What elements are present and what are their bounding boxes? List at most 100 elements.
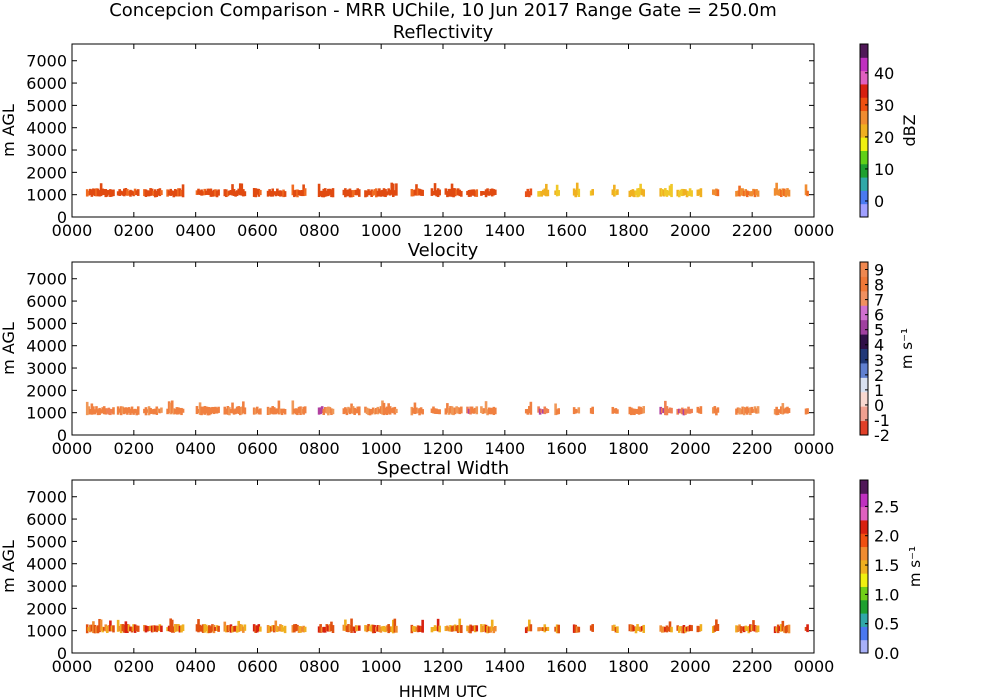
echo-column bbox=[166, 189, 169, 197]
echo-column bbox=[87, 406, 91, 415]
echo-column bbox=[676, 625, 680, 631]
echo-column bbox=[486, 188, 489, 196]
echo-column bbox=[419, 626, 423, 632]
echo-column bbox=[690, 190, 693, 197]
colorbar-tick-label: 0 bbox=[874, 396, 884, 415]
echo-column bbox=[147, 406, 151, 416]
echo-column bbox=[640, 626, 644, 631]
echo-column bbox=[172, 190, 176, 198]
panel-spectral-width: Spectral Width 0 1000 2000 3000 4000 5000 6000 7… bbox=[0, 458, 924, 676]
echo-column bbox=[209, 626, 213, 633]
echo-column bbox=[755, 408, 758, 414]
echo-column bbox=[172, 408, 176, 415]
echo-column bbox=[225, 625, 228, 633]
echo-column bbox=[665, 625, 669, 633]
echo-column bbox=[698, 189, 701, 196]
echo-column bbox=[368, 190, 372, 196]
echo-column bbox=[430, 627, 434, 633]
x-tick-label: 0000 bbox=[52, 221, 93, 240]
echo-column bbox=[433, 183, 437, 196]
echo-column bbox=[466, 190, 469, 196]
echo-column bbox=[130, 626, 134, 633]
colorbar-tick-label: 0 bbox=[874, 192, 884, 211]
colorbar-swatch bbox=[860, 110, 868, 125]
y-tick-label: 2000 bbox=[26, 599, 67, 618]
echo-column bbox=[124, 188, 128, 196]
echo-column bbox=[279, 624, 282, 632]
echo-column bbox=[109, 189, 112, 197]
echo-column bbox=[291, 625, 295, 633]
echo-column bbox=[486, 409, 489, 416]
echo-column bbox=[276, 188, 279, 196]
colorbar-swatch bbox=[860, 377, 868, 393]
x-tick-label: 2200 bbox=[732, 221, 773, 240]
echo-column bbox=[195, 624, 199, 632]
echo-column bbox=[129, 626, 132, 632]
colorbar-tick-label: 1.0 bbox=[874, 585, 899, 604]
echo-column bbox=[524, 409, 528, 414]
echo-column bbox=[739, 626, 743, 634]
echo-column bbox=[379, 406, 383, 414]
echo-column bbox=[95, 406, 98, 413]
echo-column bbox=[388, 626, 392, 633]
echo-column bbox=[456, 625, 460, 633]
echo-column bbox=[357, 189, 361, 197]
echo-column bbox=[546, 409, 550, 413]
echo-column bbox=[494, 626, 497, 632]
echo-column bbox=[786, 188, 789, 196]
echo-column bbox=[282, 627, 285, 632]
colorbar: 0 10 20 30 40 dBZ bbox=[859, 43, 919, 218]
x-tick-label: 0600 bbox=[237, 439, 278, 458]
echo-column bbox=[664, 400, 667, 416]
echo-column bbox=[413, 189, 417, 196]
echo-column bbox=[735, 190, 738, 197]
echo-column bbox=[413, 626, 417, 632]
echo-column bbox=[106, 190, 109, 197]
echo-column bbox=[124, 621, 128, 633]
echo-column bbox=[546, 626, 550, 631]
x-tick-label: 0800 bbox=[299, 439, 340, 458]
echo-column bbox=[90, 189, 94, 197]
echo-column bbox=[538, 408, 542, 415]
echo-column bbox=[421, 189, 424, 196]
colorbar-swatch bbox=[860, 57, 868, 72]
y-tick-label: 7000 bbox=[26, 52, 67, 71]
colorbar-swatch bbox=[860, 639, 868, 654]
echo-column bbox=[614, 627, 618, 633]
echo-column bbox=[180, 189, 183, 197]
colorbar-swatch bbox=[860, 599, 868, 614]
colorbar-swatch bbox=[860, 83, 868, 98]
echo-column bbox=[274, 408, 278, 415]
echo-column bbox=[637, 406, 641, 415]
y-axis-label: m AGL bbox=[0, 104, 18, 157]
echo-column bbox=[742, 190, 746, 197]
echo-column bbox=[255, 188, 259, 195]
echo-column bbox=[328, 406, 332, 414]
colorbar-swatch bbox=[860, 362, 868, 378]
panel-title: Velocity bbox=[408, 240, 479, 261]
echo-column bbox=[319, 624, 322, 633]
echo-column bbox=[381, 626, 384, 631]
echo-column bbox=[458, 189, 462, 197]
echo-column bbox=[446, 191, 449, 198]
echo-column bbox=[328, 624, 332, 632]
echo-column bbox=[524, 627, 528, 634]
echo-column bbox=[354, 408, 358, 414]
echo-column bbox=[744, 625, 748, 631]
echo-column bbox=[174, 188, 177, 197]
y-tick-label: 0 bbox=[57, 644, 67, 663]
echo-column bbox=[102, 627, 106, 631]
echo-column bbox=[229, 624, 233, 633]
x-tick-label: 0800 bbox=[299, 221, 340, 240]
echo-column bbox=[616, 626, 619, 634]
echo-column bbox=[773, 626, 777, 634]
echo-column bbox=[254, 188, 258, 198]
echo-column bbox=[687, 406, 690, 414]
echo-column bbox=[325, 190, 329, 197]
echo-column bbox=[136, 189, 140, 196]
echo-column bbox=[127, 624, 131, 632]
colorbar-tick-label: 1.5 bbox=[874, 556, 899, 575]
echo-column bbox=[144, 189, 148, 198]
echo-column bbox=[373, 625, 377, 634]
